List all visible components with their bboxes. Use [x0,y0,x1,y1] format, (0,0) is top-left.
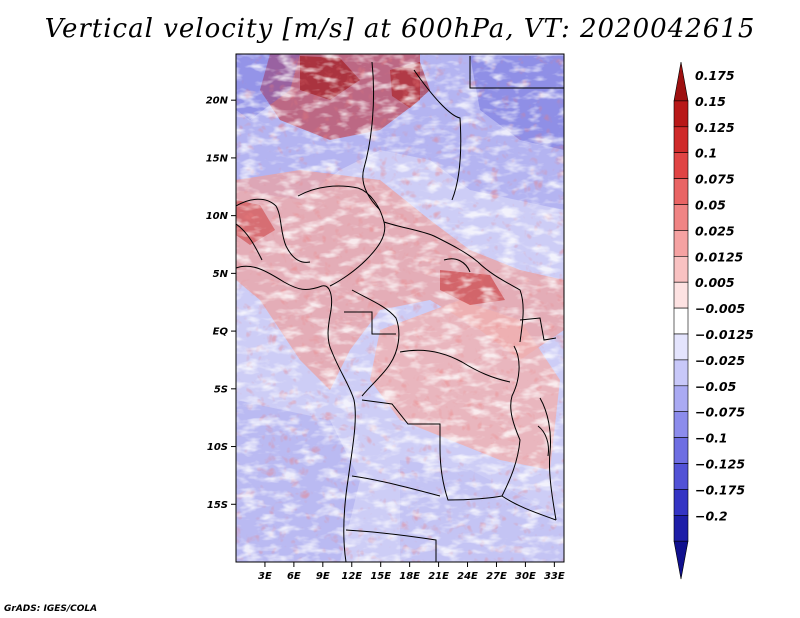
map-field [236,54,564,562]
x-tick-label: 21E [428,571,449,582]
colorbar-label: −0.1 [695,431,728,446]
colorbar-label: 0.05 [695,197,726,212]
chart-title: Vertical velocity [m/s] at 600hPa, VT: 2… [44,14,756,44]
map-frame [235,53,565,563]
grads-credit: GrADS: IGES/COLA [4,604,98,614]
colorbar-swatch [673,411,689,438]
y-tick-label: EQ [213,327,229,338]
y-tick-label: 15S [207,500,228,511]
x-tick-label: 9E [316,571,330,582]
colorbar-label: −0.075 [695,405,745,420]
colorbar-label: 0.025 [695,223,735,238]
colorbar-swatch [673,540,689,580]
colorbar-label: 0.0125 [695,249,744,264]
x-tick-label: 24E [457,571,478,582]
x-tick-label: 18E [399,571,420,582]
coastlines-and-borders [236,56,564,562]
x-tick-label: 3E [258,571,272,582]
colorbar-swatch [673,307,689,335]
colorbar-label: −0.2 [695,508,728,523]
colorbar-label: −0.125 [695,456,745,471]
y-axis-ticks: 20N 15N 10N 5N EQ 5S 10S 15S [206,96,236,511]
colorbar-swatch [673,152,689,179]
y-tick-label: 5S [214,384,228,395]
colorbar-label: 0.005 [695,275,735,290]
x-tick-label: 6E [287,571,301,582]
colorbar-label: 0.125 [695,120,735,135]
colorbar-label: −0.05 [695,379,737,394]
colorbar-label: 0.175 [695,68,735,83]
x-tick-label: 30E [515,571,536,582]
colorbar-label: −0.175 [695,482,745,497]
x-axis-ticks: 3E 6E 9E 12E 15E 18E 21E 24E 27E 30E 33E [258,562,565,582]
colorbar-label: 0.15 [695,94,726,109]
colorbar-swatch [673,230,689,257]
colorbar-swatch [673,255,689,283]
colorbar-swatch [673,437,689,464]
x-tick-label: 27E [486,571,507,582]
x-tick-label: 12E [341,571,362,582]
colorbar-swatch [673,281,689,309]
colorbar-swatch [673,385,689,412]
colorbar-swatch [673,359,689,387]
colorbar-swatch [673,489,689,516]
x-tick-label: 33E [544,571,565,582]
colorbar-label: −0.0125 [695,327,754,342]
colorbar-swatch [673,204,689,231]
y-tick-label: 5N [213,269,229,280]
colorbar-swatch [673,463,689,490]
colorbar-swatch [673,514,689,542]
y-tick-label: 10N [206,211,229,222]
x-tick-label: 15E [370,571,391,582]
colorbar: 0.175 0.15 0.125 0.1 0.075 0.05 0.025 0.0125 0.0… [673,61,754,580]
colorbar-label: 0.1 [695,146,717,161]
colorbar-swatch [673,126,689,154]
colorbar-label: 0.075 [695,172,735,187]
colorbar-swatch [673,333,689,361]
colorbar-label: −0.025 [695,353,745,368]
colorbar-swatch [673,100,689,128]
y-tick-label: 20N [206,96,229,107]
y-tick-label: 10S [207,442,228,453]
colorbar-swatch [673,178,689,205]
colorbar-swatch [673,61,689,102]
colorbar-label: −0.005 [695,301,745,316]
y-tick-label: 15N [206,153,229,164]
